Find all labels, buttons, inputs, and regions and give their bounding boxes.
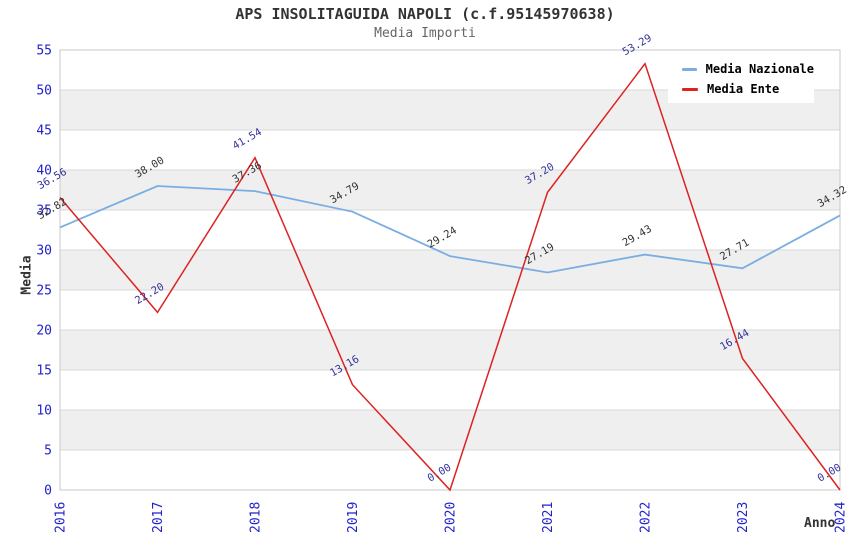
y-tick-label: 25 (36, 284, 52, 299)
y-tick-label: 40 (36, 164, 52, 179)
chart-subtitle: Media Importi (374, 26, 476, 41)
y-tick-label: 5 (44, 444, 52, 459)
plot-band (60, 210, 840, 250)
plot-band (60, 290, 840, 330)
plot-band (60, 410, 840, 450)
plot-band (60, 330, 840, 370)
x-tick-label: 2017 (151, 502, 166, 533)
legend-item-media-nazionale: Media Nazionale (682, 62, 814, 76)
plot-band (60, 170, 840, 210)
y-tick-label: 30 (36, 244, 52, 259)
x-axis-title: Anno (804, 516, 836, 531)
series-line-1 (59, 62, 841, 492)
plot-band (60, 450, 840, 490)
legend-label-media-ente: Media Ente (707, 82, 780, 96)
x-tick-label: 2022 (639, 502, 654, 533)
chart-title: APS INSOLITAGUIDA NAPOLI (c.f.9514597063… (235, 5, 615, 23)
y-tick-label: 55 (36, 44, 52, 59)
legend-item-media-ente: Media Ente (682, 82, 814, 96)
plot-band (60, 130, 840, 170)
x-tick-label: 2019 (346, 502, 361, 533)
legend: Media Nazionale Media Ente (668, 55, 814, 103)
y-tick-label: 50 (36, 84, 52, 99)
legend-label-media-nazionale: Media Nazionale (705, 62, 814, 76)
y-tick-label: 15 (36, 364, 52, 379)
x-tick-label: 2018 (249, 502, 264, 533)
x-tick-label: 2016 (54, 502, 69, 533)
y-tick-label: 45 (36, 124, 52, 139)
legend-swatch-media-ente (682, 87, 698, 91)
plot-band (60, 370, 840, 410)
y-tick-label: 0 (44, 484, 52, 499)
legend-swatch-media-nazionale (682, 67, 697, 71)
y-tick-label: 20 (36, 324, 52, 339)
x-tick-label: 2023 (736, 502, 751, 533)
x-tick-label: 2024 (834, 502, 849, 533)
series-line-0 (59, 185, 841, 274)
y-tick-label: 10 (36, 404, 52, 419)
x-tick-label: 2020 (444, 502, 459, 533)
y-axis-title: Media (19, 255, 35, 295)
x-tick-label: 2021 (541, 502, 556, 533)
y-tick-label: 35 (36, 204, 52, 219)
